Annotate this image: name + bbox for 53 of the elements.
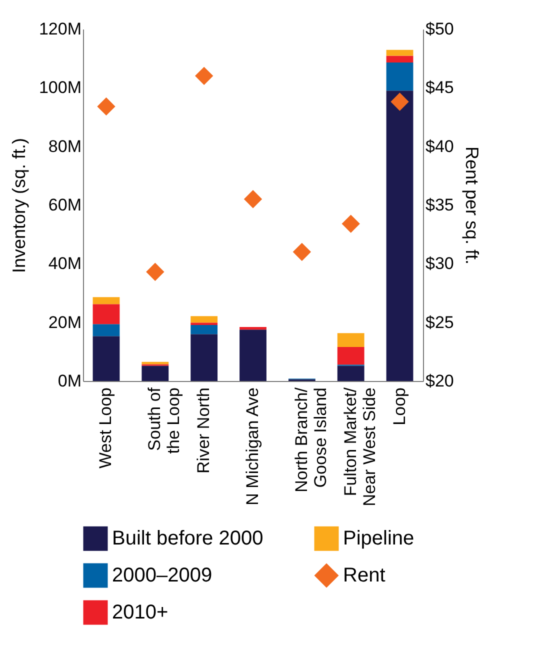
bar <box>240 327 266 330</box>
y-axis-title: Inventory (sq. ft.) <box>8 138 29 274</box>
y2-axis-title: Rent per sq. ft. <box>462 146 482 265</box>
bar <box>92 304 120 324</box>
y-tick-label: 20M <box>48 312 82 332</box>
point <box>97 97 116 116</box>
y-tick-label: 40M <box>48 254 82 274</box>
legend-label: 2010+ <box>112 602 168 624</box>
bar <box>92 297 120 304</box>
point <box>194 66 214 86</box>
bar <box>386 50 414 56</box>
bar <box>190 334 218 381</box>
bar <box>190 324 218 334</box>
x-tick-label: River North <box>194 388 214 474</box>
bar <box>337 366 364 381</box>
y2-tick-label: $50 <box>426 20 454 38</box>
x-tick-label: North Branch/ Goose Island <box>292 387 330 492</box>
bar <box>337 333 364 347</box>
legend-label: Rent <box>343 564 386 586</box>
x-tick-label: N Michigan Ave <box>243 388 262 506</box>
y2-tick-label: $30 <box>426 254 454 274</box>
y-tick-label: 80M <box>48 136 82 156</box>
y2-tick-label: $20 <box>426 372 454 390</box>
bar <box>337 346 364 365</box>
y-tick-label: 0M <box>58 372 82 390</box>
bar <box>386 90 414 381</box>
y2-tick-label: $40 <box>426 136 454 156</box>
point <box>146 262 164 281</box>
bar <box>142 366 169 381</box>
point <box>244 190 262 208</box>
y2-tick-label: $45 <box>426 78 454 98</box>
bar <box>92 324 120 336</box>
y-tick-label: 60M <box>48 196 82 214</box>
legend-label: Built before 2000 <box>112 528 264 550</box>
point <box>342 214 360 233</box>
y2-tick-label: $25 <box>426 312 454 332</box>
y2-tick-label: $35 <box>426 196 454 214</box>
x-tick-label: South of the Loop <box>145 387 184 454</box>
bar <box>386 56 414 62</box>
point <box>292 242 312 262</box>
point <box>390 92 409 111</box>
legend-label: 2000–2009 <box>112 564 212 586</box>
bar <box>142 362 169 364</box>
bar <box>386 62 414 91</box>
bar <box>92 336 120 381</box>
x-tick-label: Loop <box>390 388 409 426</box>
bar <box>190 316 218 323</box>
bar <box>240 330 266 381</box>
legend-label: Pipeline <box>343 528 414 550</box>
x-tick-label: Fulton Market/ Near West Side <box>340 387 379 506</box>
x-tick-label: West Loop <box>96 388 116 468</box>
y-tick-label: 100M <box>38 78 82 98</box>
y-tick-label: 120M <box>38 20 82 38</box>
